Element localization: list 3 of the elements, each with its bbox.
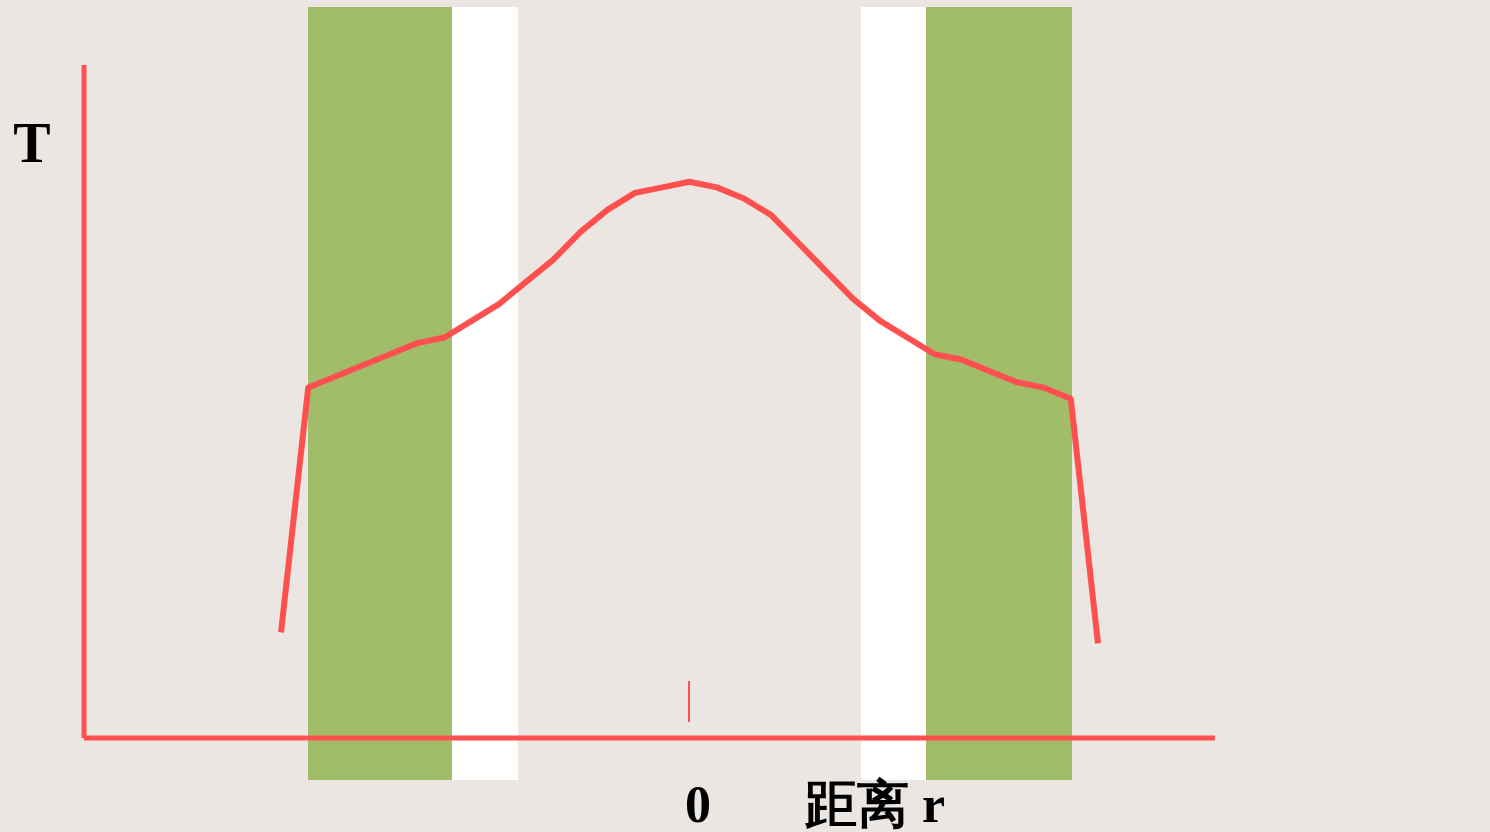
text: 0 (685, 776, 711, 832)
y-axis-title: T (13, 112, 51, 174)
x-axis-title: 距离 r (803, 776, 946, 832)
